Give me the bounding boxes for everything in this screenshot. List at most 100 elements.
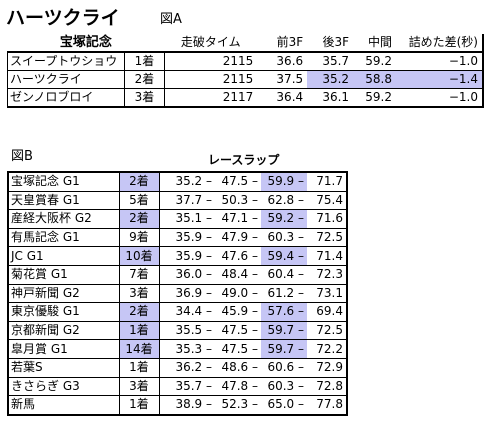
- lap-value: 59.7: [267, 323, 295, 338]
- lap-time-2: 50.3 –: [215, 191, 261, 211]
- lap-time-3: 65.0 –: [261, 395, 307, 416]
- closing-margin: −1.0: [396, 88, 483, 108]
- lap-separator: –: [248, 248, 258, 263]
- lap-time-3: 60.6 –: [261, 358, 307, 378]
- lap-time-4: 71.7: [307, 172, 348, 192]
- lap-value: 48.4: [221, 267, 249, 282]
- last-3f: 35.7: [307, 52, 354, 71]
- lap-value: 35.1: [175, 211, 203, 226]
- lap-separator: –: [202, 230, 212, 245]
- page-title: ハーツクライ: [6, 7, 120, 29]
- table-row: ハーツクライ 2着 2115 37.5 35.2 58.8 −1.4: [7, 70, 484, 89]
- lap-time-1: 35.5 –: [159, 321, 215, 341]
- race-name: きさらぎ G3: [8, 377, 120, 397]
- lap-time-3: 59.2 –: [261, 209, 307, 229]
- last-3f: 36.1: [307, 88, 354, 108]
- race-result: 7着: [119, 265, 160, 285]
- race-result: 10着: [119, 246, 160, 266]
- lap-value: 60.4: [267, 267, 295, 282]
- lap-time-4: 77.8: [307, 395, 348, 416]
- race-name: 天皇賞春 G1: [8, 191, 120, 211]
- lap-value: 61.2: [267, 285, 295, 300]
- lap-value: 45.9: [221, 304, 249, 319]
- race-result: 1着: [119, 321, 160, 341]
- header-middle: 中間: [353, 34, 396, 53]
- table-row: 宝塚記念 G1 2着 35.2 –47.5 –59.9 –71.7: [8, 172, 348, 192]
- lap-time-4: 72.3: [307, 265, 348, 285]
- lap-value: 49.0: [221, 285, 249, 300]
- race-result: 9着: [119, 228, 160, 248]
- lap-time-4: 71.6: [307, 209, 348, 229]
- lap-separator: –: [294, 248, 304, 263]
- lap-value: 34.4: [175, 304, 203, 319]
- lap-separator: –: [248, 304, 258, 319]
- lap-value: 48.6: [221, 360, 249, 375]
- table-row: 東京優駿 G1 2着 34.4 –45.9 –57.6 –69.4: [8, 302, 348, 322]
- lap-value: 59.4: [267, 248, 295, 263]
- finish-time: 2117: [164, 88, 258, 108]
- lap-value: 59.2: [267, 211, 295, 226]
- lap-value: 47.5: [221, 174, 249, 189]
- race-result: 14着: [119, 339, 160, 359]
- horse-name: ゼンノロブロイ: [7, 88, 125, 108]
- figure-b-label: 図B: [11, 149, 33, 164]
- lap-separator: –: [202, 304, 212, 319]
- table-row: きさらぎ G3 3着 35.7 –47.8 –60.3 –72.8: [8, 377, 348, 397]
- lap-value: 60.6: [267, 360, 295, 375]
- lap-separator: –: [294, 304, 304, 319]
- middle-time: 58.8: [353, 70, 396, 89]
- lap-time-1: 38.9 –: [159, 395, 215, 416]
- lap-separator: –: [294, 192, 304, 207]
- lap-separator: –: [294, 211, 304, 226]
- lap-time-3: 59.7 –: [261, 321, 307, 341]
- race-result: 1着: [119, 395, 160, 416]
- middle-time: 59.2: [353, 88, 396, 108]
- lap-time-1: 35.9 –: [159, 228, 215, 248]
- lap-value: 47.8: [221, 378, 249, 393]
- lap-time-4: 73.1: [307, 284, 348, 304]
- lap-separator: –: [294, 267, 304, 282]
- lap-separator: –: [202, 360, 212, 375]
- lap-value: 35.9: [175, 230, 203, 245]
- lap-value: 37.7: [175, 192, 203, 207]
- lap-time-4: 75.4: [307, 191, 348, 211]
- race-name: 産経大阪杯 G2: [8, 209, 120, 229]
- lap-value: 36.2: [175, 360, 203, 375]
- lap-time-2: 47.8 –: [215, 377, 261, 397]
- lap-value: 62.8: [267, 192, 295, 207]
- table-row: 有馬記念 G1 9着 35.9 –47.9 –60.3 –72.5: [8, 228, 348, 248]
- lap-value: 35.5: [175, 323, 203, 338]
- lap-separator: –: [202, 397, 212, 412]
- race-name: 若葉S: [8, 358, 120, 378]
- lap-separator: –: [248, 211, 258, 226]
- race-name: 菊花賞 G1: [8, 265, 120, 285]
- race-name: 神戸新聞 G2: [8, 284, 120, 304]
- race-result-table: 宝塚記念 走破タイム 前3F 後3F 中間 詰めた差(秒) スイープトウショウ 1…: [7, 34, 484, 108]
- lap-time-1: 35.1 –: [159, 209, 215, 229]
- race-result: 3着: [119, 284, 160, 304]
- header-first3f: 前3F: [257, 34, 308, 53]
- lap-value: 47.9: [221, 230, 249, 245]
- lap-value: 57.6: [267, 304, 295, 319]
- lap-separator: –: [202, 378, 212, 393]
- lap-time-3: 62.8 –: [261, 191, 307, 211]
- lap-separator: –: [248, 230, 258, 245]
- lap-separator: –: [202, 192, 212, 207]
- lap-time-3: 60.4 –: [261, 265, 307, 285]
- table-row: 新馬 1着 38.9 –52.3 –65.0 –77.8: [8, 395, 348, 416]
- lap-separator: –: [248, 323, 258, 338]
- lap-time-2: 49.0 –: [215, 284, 261, 304]
- finish-rank: 2着: [123, 70, 165, 89]
- lap-time-1: 35.3 –: [159, 339, 215, 359]
- lap-time-3: 60.3 –: [261, 377, 307, 397]
- race-name: 宝塚記念 G1: [8, 172, 120, 192]
- lap-time-3: 61.2 –: [261, 284, 307, 304]
- race-result: 3着: [119, 377, 160, 397]
- lap-time-3: 59.9 –: [261, 172, 307, 192]
- lap-value: 36.0: [175, 267, 203, 282]
- race-result: 2着: [119, 302, 160, 322]
- header-time: 走破タイム: [164, 34, 258, 53]
- lap-separator: –: [294, 174, 304, 189]
- lap-separator: –: [248, 360, 258, 375]
- lap-value: 65.0: [267, 397, 295, 412]
